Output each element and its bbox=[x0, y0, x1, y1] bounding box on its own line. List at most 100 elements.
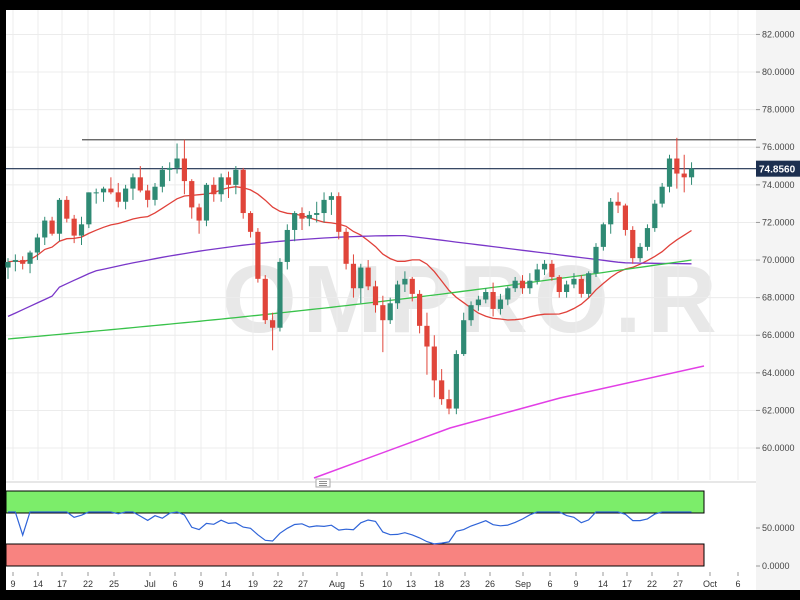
candle-body bbox=[468, 305, 474, 321]
candle-body bbox=[277, 261, 283, 328]
candle-body bbox=[270, 320, 276, 328]
price-tick-label: 66.0000 bbox=[762, 330, 795, 340]
price-axis-panel bbox=[756, 10, 800, 590]
candle-body bbox=[306, 214, 312, 219]
candle-body bbox=[20, 260, 26, 264]
candle-body bbox=[688, 168, 695, 178]
price-tick-label: 82.0000 bbox=[762, 29, 795, 39]
price-tick-label: 72.0000 bbox=[762, 217, 795, 227]
candle-body bbox=[446, 399, 452, 409]
candle-body bbox=[549, 263, 555, 277]
candle-body bbox=[681, 173, 687, 178]
price-tick-label: 60.0000 bbox=[762, 443, 795, 453]
candle-body bbox=[615, 201, 621, 206]
candle-body bbox=[519, 280, 526, 289]
candle-body bbox=[380, 305, 386, 321]
x-tick-label: 14 bbox=[598, 579, 608, 589]
candle-body bbox=[328, 196, 334, 200]
candle-body bbox=[174, 158, 180, 168]
candle-body bbox=[541, 263, 548, 270]
candle-body bbox=[167, 167, 173, 170]
price-tick-label: 62.0000 bbox=[762, 405, 795, 415]
moving-average-green bbox=[7, 259, 692, 340]
candle-body bbox=[652, 203, 658, 229]
overbought-zone bbox=[5, 490, 705, 514]
candle-body bbox=[659, 186, 665, 204]
candle-body bbox=[372, 286, 379, 306]
candle-body bbox=[56, 199, 63, 234]
x-tick-label: 13 bbox=[406, 579, 416, 589]
candle-body bbox=[78, 224, 85, 236]
candle-body bbox=[343, 231, 349, 264]
x-tick-label: 22 bbox=[273, 579, 283, 589]
candle-body bbox=[240, 169, 246, 214]
candle-body bbox=[321, 199, 327, 214]
x-tick-label: 9 bbox=[10, 579, 15, 589]
candle-body bbox=[108, 188, 114, 193]
candle-body bbox=[159, 169, 165, 187]
candle-body bbox=[453, 354, 459, 409]
candle-body bbox=[637, 246, 643, 259]
candle-body bbox=[358, 267, 364, 289]
candle-body bbox=[145, 190, 151, 200]
candle-body bbox=[600, 224, 606, 247]
x-tick-label: 19 bbox=[248, 579, 258, 589]
x-tick-label: 23 bbox=[460, 579, 470, 589]
panel-resize-handle bbox=[315, 478, 331, 488]
x-tick-label: 6 bbox=[172, 579, 177, 589]
x-tick-label: 6 bbox=[547, 579, 552, 589]
candle-body bbox=[622, 205, 628, 230]
x-tick-label: Aug bbox=[329, 579, 345, 589]
candle-body bbox=[593, 246, 599, 274]
x-tick-label: 17 bbox=[622, 579, 632, 589]
oversold-zone bbox=[5, 543, 705, 567]
x-tick-label: 22 bbox=[647, 579, 657, 589]
candle-body bbox=[350, 263, 357, 289]
x-tick-label: 27 bbox=[298, 579, 308, 589]
candle-body bbox=[314, 213, 320, 215]
candle-body bbox=[93, 192, 99, 194]
price-tick-label: 74.0000 bbox=[762, 180, 795, 190]
x-tick-label: 9 bbox=[198, 579, 203, 589]
candle-body bbox=[409, 278, 415, 294]
candle-body bbox=[123, 188, 129, 202]
candle-body bbox=[512, 280, 518, 289]
candle-body bbox=[152, 186, 158, 200]
candle-body bbox=[42, 220, 48, 238]
price-tick-label: 76.0000 bbox=[762, 142, 795, 152]
x-tick-label: 22 bbox=[83, 579, 93, 589]
candle-body bbox=[674, 158, 680, 174]
candle-body bbox=[262, 278, 268, 321]
candle-body bbox=[181, 158, 187, 182]
x-tick-label: 14 bbox=[221, 579, 231, 589]
candle-body bbox=[461, 320, 467, 355]
candle-body bbox=[189, 181, 195, 208]
candle-body bbox=[578, 278, 584, 294]
candle-body bbox=[387, 303, 393, 321]
x-tick-label: 25 bbox=[109, 579, 119, 589]
candle-body bbox=[203, 184, 210, 221]
x-tick-label: 10 bbox=[382, 579, 392, 589]
candle-body bbox=[292, 213, 298, 230]
candle-body bbox=[556, 276, 562, 292]
candle-body bbox=[336, 196, 342, 232]
candle-body bbox=[299, 213, 305, 219]
x-tick-label: Jul bbox=[144, 579, 156, 589]
x-tick-label: 6 bbox=[735, 579, 740, 589]
candle-body bbox=[483, 292, 489, 300]
candle-body bbox=[196, 207, 202, 221]
candle-body bbox=[439, 380, 445, 400]
x-tick-label: 26 bbox=[485, 579, 495, 589]
candle-body bbox=[100, 188, 107, 193]
candle-body bbox=[571, 278, 577, 285]
candle-body bbox=[255, 231, 261, 279]
candle-body bbox=[211, 184, 217, 195]
candle-body bbox=[534, 269, 540, 281]
current-price-label: 74.8560 bbox=[759, 165, 796, 176]
watermark-text: OMPRO.R bbox=[222, 246, 723, 353]
candle-body bbox=[505, 288, 511, 300]
candle-body bbox=[431, 346, 437, 381]
price-tick-label: 78.0000 bbox=[762, 105, 795, 115]
candle-body bbox=[27, 252, 33, 264]
candle-body bbox=[64, 199, 70, 219]
